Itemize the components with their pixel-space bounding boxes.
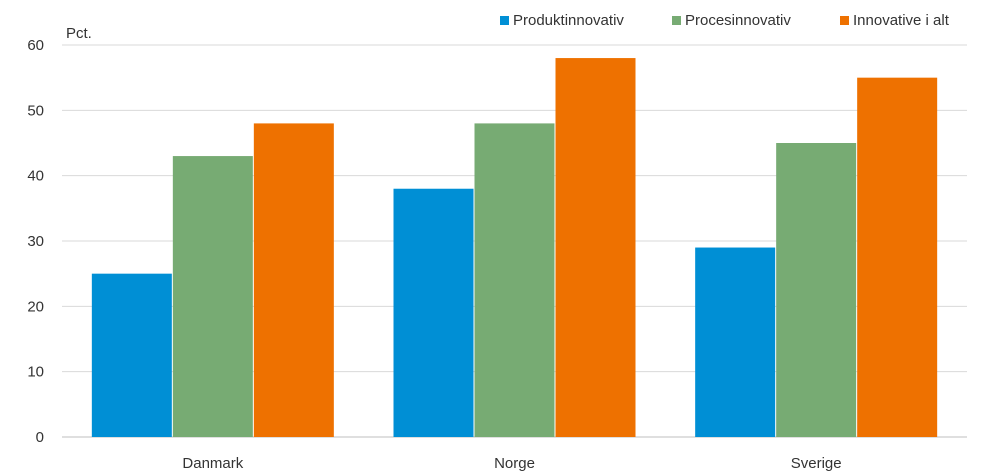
bars <box>91 58 938 438</box>
y-tick-label: 10 <box>27 364 44 381</box>
bar-norge-produktinnovativ <box>393 188 474 437</box>
bar-danmark-procesinnovativ <box>172 156 253 438</box>
legend: Produktinnovativ Procesinnovativ Innovativ… <box>500 12 950 29</box>
bar-norge-procesinnovativ <box>474 123 555 438</box>
x-category-label: Danmark <box>182 455 243 472</box>
bar-sverige-innovative-i-alt <box>857 77 938 438</box>
bar-danmark-produktinnovativ <box>91 273 172 437</box>
x-category-label: Sverige <box>791 455 842 472</box>
legend-swatch <box>672 16 681 25</box>
legend-label: Innovative i alt <box>853 12 950 29</box>
legend-swatch <box>500 16 509 25</box>
y-tick-label: 20 <box>27 298 44 315</box>
y-tick-label: 0 <box>36 429 44 446</box>
y-tick-label: 60 <box>27 37 44 54</box>
y-axis-unit-label: Pct. <box>66 25 92 42</box>
bar-norge-innovative-i-alt <box>555 58 636 438</box>
legend-swatch <box>840 16 849 25</box>
x-category-label: Norge <box>494 455 535 472</box>
bar-sverige-produktinnovativ <box>695 247 776 437</box>
y-tick-label: 50 <box>27 102 44 119</box>
y-tick-label: 40 <box>27 168 44 185</box>
legend-label: Produktinnovativ <box>513 12 624 29</box>
axes: Pct. 0 10 20 30 40 50 60 Danmark Norge Sverige <box>27 25 841 472</box>
bar-sverige-procesinnovativ <box>776 143 857 437</box>
bar-danmark-innovative-i-alt <box>253 123 334 438</box>
y-tick-label: 30 <box>27 233 44 250</box>
legend-label: Procesinnovativ <box>685 12 791 29</box>
